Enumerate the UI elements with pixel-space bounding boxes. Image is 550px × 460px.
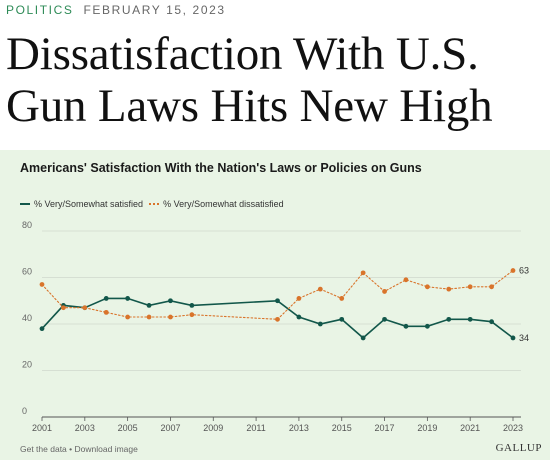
y-tick-label: 80 (22, 220, 32, 230)
y-tick-label: 60 (22, 267, 32, 277)
data-point (275, 298, 280, 304)
data-point (125, 296, 131, 301)
y-tick-label: 20 (22, 360, 32, 370)
data-point (189, 303, 195, 308)
x-tick-label: 2009 (203, 423, 223, 433)
data-point (339, 316, 345, 322)
article-date: FEBRUARY 15, 2023 (83, 3, 226, 17)
article-kicker: POLITICS FEBRUARY 15, 2023 (6, 3, 226, 17)
data-point (424, 323, 430, 329)
data-point (489, 319, 494, 325)
chart-legend: % Very/Somewhat satisfied % Very/Somewha… (20, 199, 290, 209)
data-point (382, 289, 387, 294)
legend-swatch-dissatisfied (149, 203, 160, 205)
y-tick-label: 0 (22, 406, 27, 416)
download-image-link[interactable]: Download image (74, 444, 138, 454)
data-point (360, 335, 366, 341)
x-tick-label: 2013 (289, 423, 309, 433)
x-tick-label: 2021 (460, 423, 480, 433)
data-point (467, 316, 473, 322)
y-tick-label: 40 (22, 313, 32, 323)
data-point (467, 284, 473, 290)
data-point (103, 296, 109, 301)
data-point (146, 314, 152, 320)
end-value-label: 34 (519, 333, 529, 343)
x-tick-label: 2001 (32, 423, 52, 433)
end-value-label: 63 (519, 266, 529, 276)
data-point (189, 312, 195, 318)
gallup-logo: GALLUP (495, 442, 542, 454)
line-chart: 0 20 40 60 80 2001 2003 2005 2007 2009 2011 2013 201… (22, 220, 529, 433)
x-tick-label: 2015 (332, 423, 352, 433)
data-point (317, 286, 323, 292)
data-point (296, 314, 302, 320)
x-tick-label: 2003 (75, 423, 95, 433)
legend-item-satisfied: % Very/Somewhat satisfied (20, 199, 143, 209)
section-link[interactable]: POLITICS (6, 3, 74, 17)
data-point (424, 284, 430, 290)
data-point (275, 316, 280, 322)
legend-label-dissatisfied: % Very/Somewhat dissatisfied (163, 199, 284, 209)
data-point (146, 303, 152, 308)
data-point (446, 316, 452, 322)
data-point (446, 286, 452, 292)
series-line-dissatisfied (41, 269, 514, 320)
x-tick-label: 2023 (503, 423, 523, 433)
x-tick-label: 2007 (160, 423, 180, 433)
data-point (168, 314, 173, 320)
data-point (317, 321, 323, 327)
x-tick-label: 2011 (246, 423, 265, 433)
article-headline: Dissatisfaction With U.S. Gun Laws Hits … (6, 28, 493, 132)
data-point (168, 298, 173, 304)
x-tick-label: 2017 (375, 423, 395, 433)
data-point (61, 305, 66, 311)
legend-label-satisfied: % Very/Somewhat satisfied (34, 199, 144, 209)
data-point (339, 296, 345, 301)
get-data-link[interactable]: Get the data (20, 444, 67, 454)
series-line-satisfied (41, 297, 514, 339)
data-point (82, 305, 88, 311)
data-point (382, 316, 387, 322)
x-tick-label: 2019 (417, 423, 437, 433)
data-point (125, 314, 131, 320)
data-point (296, 296, 302, 301)
footer-separator: • (69, 444, 73, 454)
data-point (103, 309, 109, 315)
data-point (39, 282, 45, 287)
chart-footer-links: Get the data • Download image (20, 444, 138, 454)
data-point (403, 277, 409, 283)
data-point (403, 323, 409, 329)
x-tick-label: 2005 (118, 423, 138, 433)
chart-panel: Americans' Satisfaction With the Nation'… (0, 150, 550, 460)
data-point (510, 335, 516, 341)
data-point (360, 270, 366, 276)
data-point (510, 268, 516, 273)
legend-item-dissatisfied: % Very/Somewhat dissatisfied (149, 199, 284, 209)
legend-swatch-satisfied (20, 203, 30, 205)
data-point (39, 326, 45, 332)
chart-title: Americans' Satisfaction With the Nation'… (20, 161, 422, 175)
data-point (489, 284, 494, 290)
